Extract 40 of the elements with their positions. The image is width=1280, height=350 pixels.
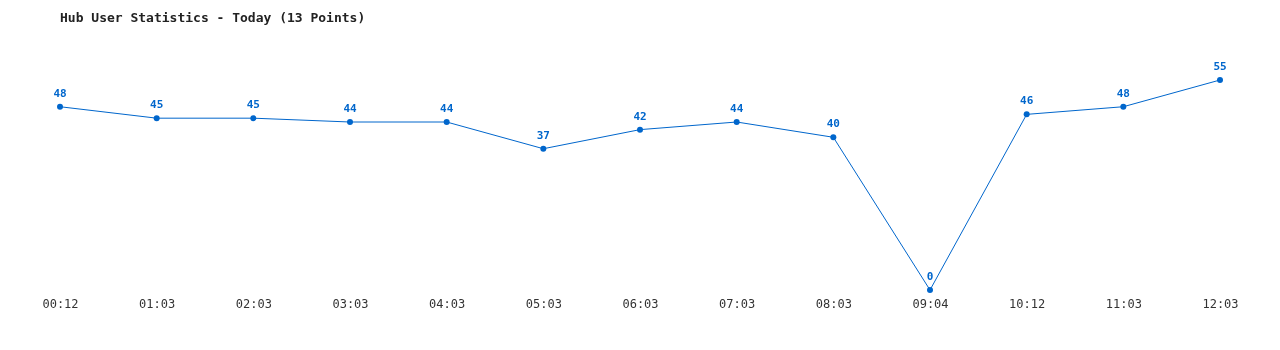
- x-tick-label: 10:12: [1009, 296, 1046, 311]
- x-tick-label: 02:03: [235, 296, 272, 311]
- data-label: 44: [730, 102, 744, 115]
- point: [443, 119, 450, 125]
- data-label: 44: [343, 102, 357, 115]
- x-tick-label: 11:03: [1105, 296, 1142, 311]
- data-label: 42: [633, 109, 647, 123]
- x-tick-label: 04:03: [429, 296, 466, 311]
- point: [733, 119, 740, 125]
- chart-title: Hub User Statistics - Today (13 Points): [60, 10, 366, 25]
- x-tick-label: 01:03: [139, 296, 176, 311]
- x-tick-label: 12:03: [1202, 296, 1239, 311]
- data-label: 44: [440, 102, 454, 115]
- data-label: 40: [826, 117, 840, 131]
- point: [153, 115, 160, 122]
- data-label: 46: [1020, 94, 1034, 108]
- data-label: 48: [1116, 86, 1130, 100]
- x-tick-label: 03:03: [332, 296, 369, 311]
- x-tick-label: 05:03: [525, 296, 562, 311]
- point: [637, 126, 643, 133]
- data-label: 45: [150, 98, 164, 112]
- point: [927, 287, 933, 293]
- point: [540, 145, 547, 152]
- point: [250, 115, 257, 122]
- point: [347, 119, 353, 125]
- x-tick-label: 06:03: [622, 296, 659, 311]
- point: [1023, 111, 1030, 118]
- data-label: 48: [53, 86, 67, 100]
- data-label: 45: [246, 98, 260, 112]
- data-label: 0: [926, 270, 934, 283]
- point: [830, 134, 837, 141]
- point: [57, 103, 63, 110]
- data-label: 37: [536, 128, 550, 142]
- data-label: 55: [1213, 60, 1227, 73]
- x-tick-label: 08:03: [815, 296, 852, 311]
- point: [1217, 77, 1223, 83]
- point: [1120, 103, 1127, 110]
- x-tick-label: 07:03: [719, 296, 756, 311]
- x-tick-label: 00:12: [42, 296, 79, 311]
- x-tick-label: 09:04: [912, 296, 949, 311]
